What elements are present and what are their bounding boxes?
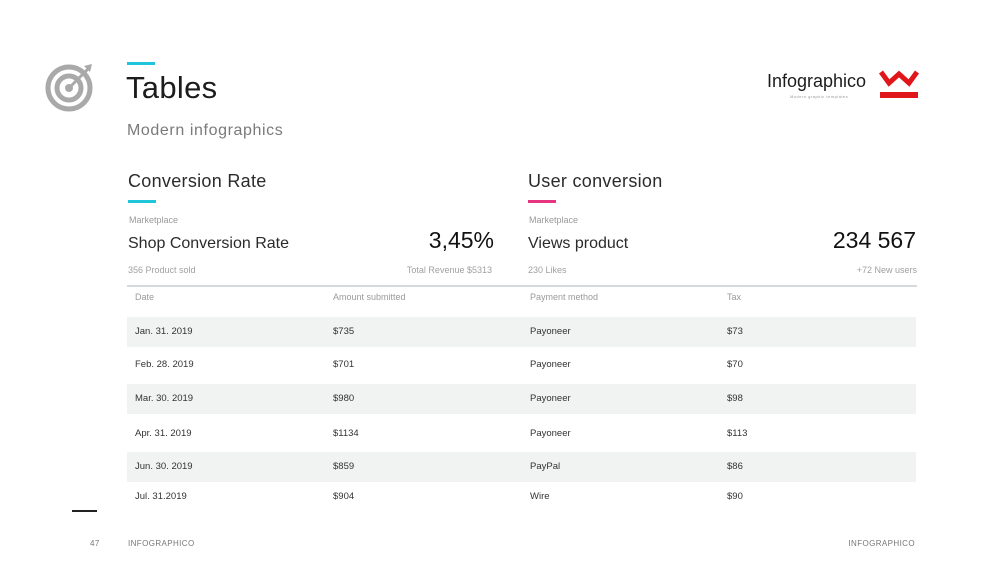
panel-category-label: Marketplace: [129, 215, 179, 225]
panel-note-left: 356 Product sold: [128, 265, 196, 275]
panel-accent-bar: [528, 200, 556, 203]
cell-amount: $701: [333, 359, 355, 370]
footer-brand-left: INFOGRAPHICO: [128, 539, 195, 548]
table-row: Feb. 28. 2019 $701 Payoneer $70: [127, 350, 916, 380]
table-row: Jan. 31. 2019 $735 Payoneer $73: [127, 317, 916, 347]
cell-amount: $904: [333, 491, 355, 502]
footer-brand-right: INFOGRAPHICO: [848, 539, 915, 548]
metric-value: 3,45%: [428, 227, 494, 253]
logo-mark-icon: [878, 70, 920, 98]
cell-payment-method: Payoneer: [530, 393, 571, 404]
table-row: Mar. 30. 2019 $980 Payoneer $98: [127, 384, 916, 414]
logo-text: Infographico: [767, 71, 867, 91]
page-title: Tables: [126, 70, 218, 105]
cell-date: Mar. 30. 2019: [135, 393, 194, 404]
panel-note-right: Total Revenue $5313: [406, 265, 492, 275]
table-row: Jul. 31.2019 $904 Wire $90: [127, 482, 916, 512]
page-subtitle: Modern infographics: [127, 122, 284, 139]
cell-payment-method: Payoneer: [530, 428, 571, 439]
cell-date: Jun. 30. 2019: [135, 461, 193, 472]
cell-date: Apr. 31. 2019: [135, 428, 192, 439]
table-row: Jun. 30. 2019 $859 PayPal $86: [127, 452, 916, 482]
table-top-rule: [127, 285, 917, 287]
panel-title-conversion-rate: Conversion Rate: [128, 171, 267, 191]
column-header-tax: Tax: [727, 292, 742, 302]
footer-dash: [72, 510, 97, 512]
cell-amount: $980: [333, 393, 355, 404]
cell-amount: $735: [333, 326, 355, 337]
target-icon: [45, 64, 93, 112]
cell-tax: $98: [727, 393, 743, 404]
cell-payment-method: PayPal: [530, 461, 561, 472]
cell-date: Jan. 31. 2019: [135, 326, 193, 337]
page-number: 47: [90, 539, 100, 548]
cell-date: Jul. 31.2019: [135, 491, 187, 502]
cell-tax: $70: [727, 359, 743, 370]
cell-tax: $90: [727, 491, 743, 502]
panel-title-user-conversion: User conversion: [528, 171, 663, 191]
metric-value: 234 567: [832, 227, 916, 253]
column-header-payment-method: Payment method: [530, 292, 599, 302]
cell-tax: $73: [727, 326, 743, 337]
title-accent-bar: [127, 62, 155, 65]
cell-date: Feb. 28. 2019: [135, 359, 194, 370]
panel-note-right: +72 New users: [856, 265, 917, 275]
cell-payment-method: Payoneer: [530, 326, 571, 337]
logo-tagline: Modern graphic templates: [790, 94, 849, 99]
panel-note-left: 230 Likes: [528, 265, 567, 275]
panel-accent-bar: [128, 200, 156, 203]
cell-payment-method: Wire: [530, 491, 550, 502]
metric-label: Views product: [528, 235, 629, 252]
column-header-amount: Amount submitted: [333, 292, 406, 302]
cell-tax: $86: [727, 461, 743, 472]
metric-label: Shop Conversion Rate: [128, 235, 289, 252]
cell-amount: $1134: [333, 428, 359, 439]
cell-tax: $113: [727, 428, 748, 439]
column-header-date: Date: [135, 292, 155, 302]
panel-category-label: Marketplace: [529, 215, 579, 225]
cell-payment-method: Payoneer: [530, 359, 571, 370]
cell-amount: $859: [333, 461, 355, 472]
table-row: Apr. 31. 2019 $1134 Payoneer $113: [127, 419, 916, 449]
